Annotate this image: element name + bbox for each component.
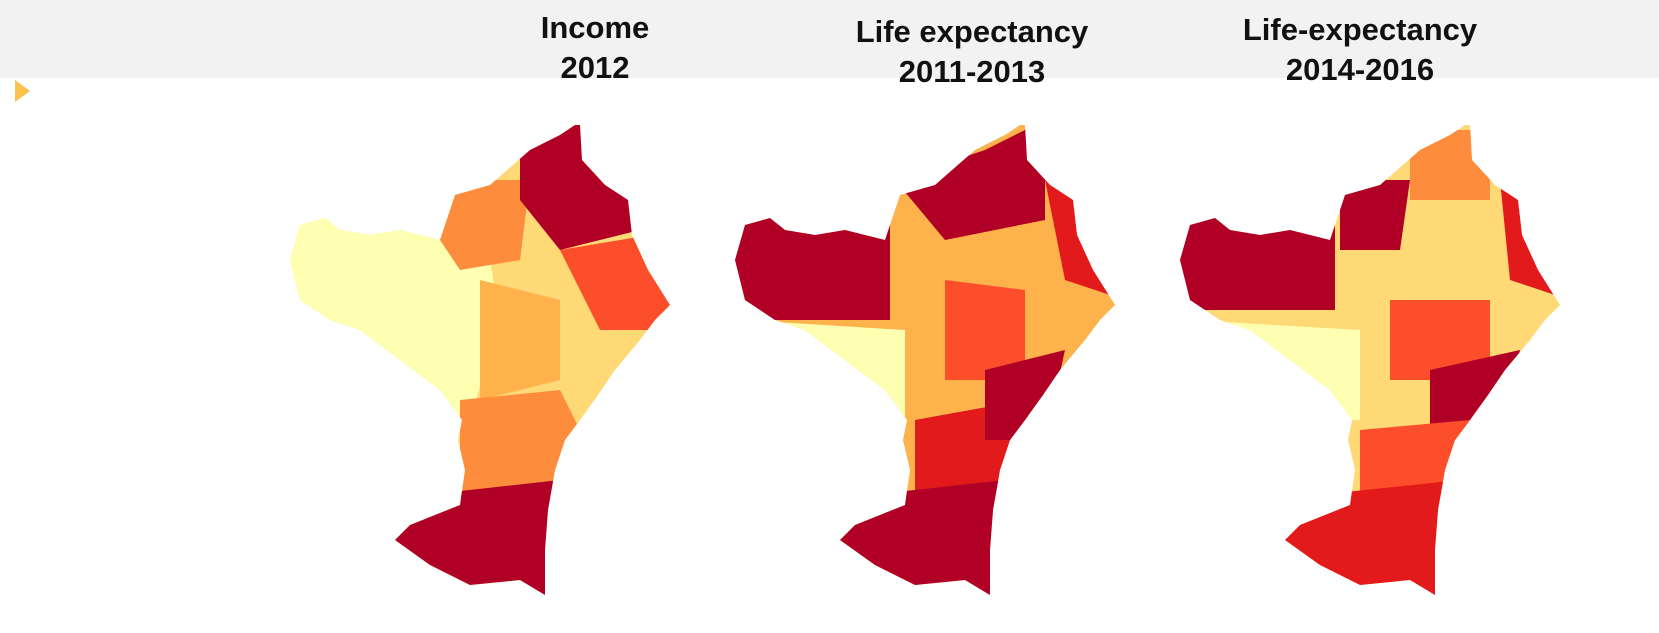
map-title: Life-expectancy (1243, 12, 1478, 47)
header-band (0, 0, 1659, 78)
map-title: 2014-2016 (1286, 52, 1434, 87)
map-title: 2012 (561, 50, 630, 85)
map (290, 125, 670, 595)
map-title: 2011-2013 (899, 54, 1046, 89)
bullet-marker (15, 80, 30, 102)
map-title: Life expectancy (856, 14, 1089, 49)
map-title: Income (541, 10, 650, 45)
map (735, 125, 1115, 595)
map (1180, 125, 1560, 595)
